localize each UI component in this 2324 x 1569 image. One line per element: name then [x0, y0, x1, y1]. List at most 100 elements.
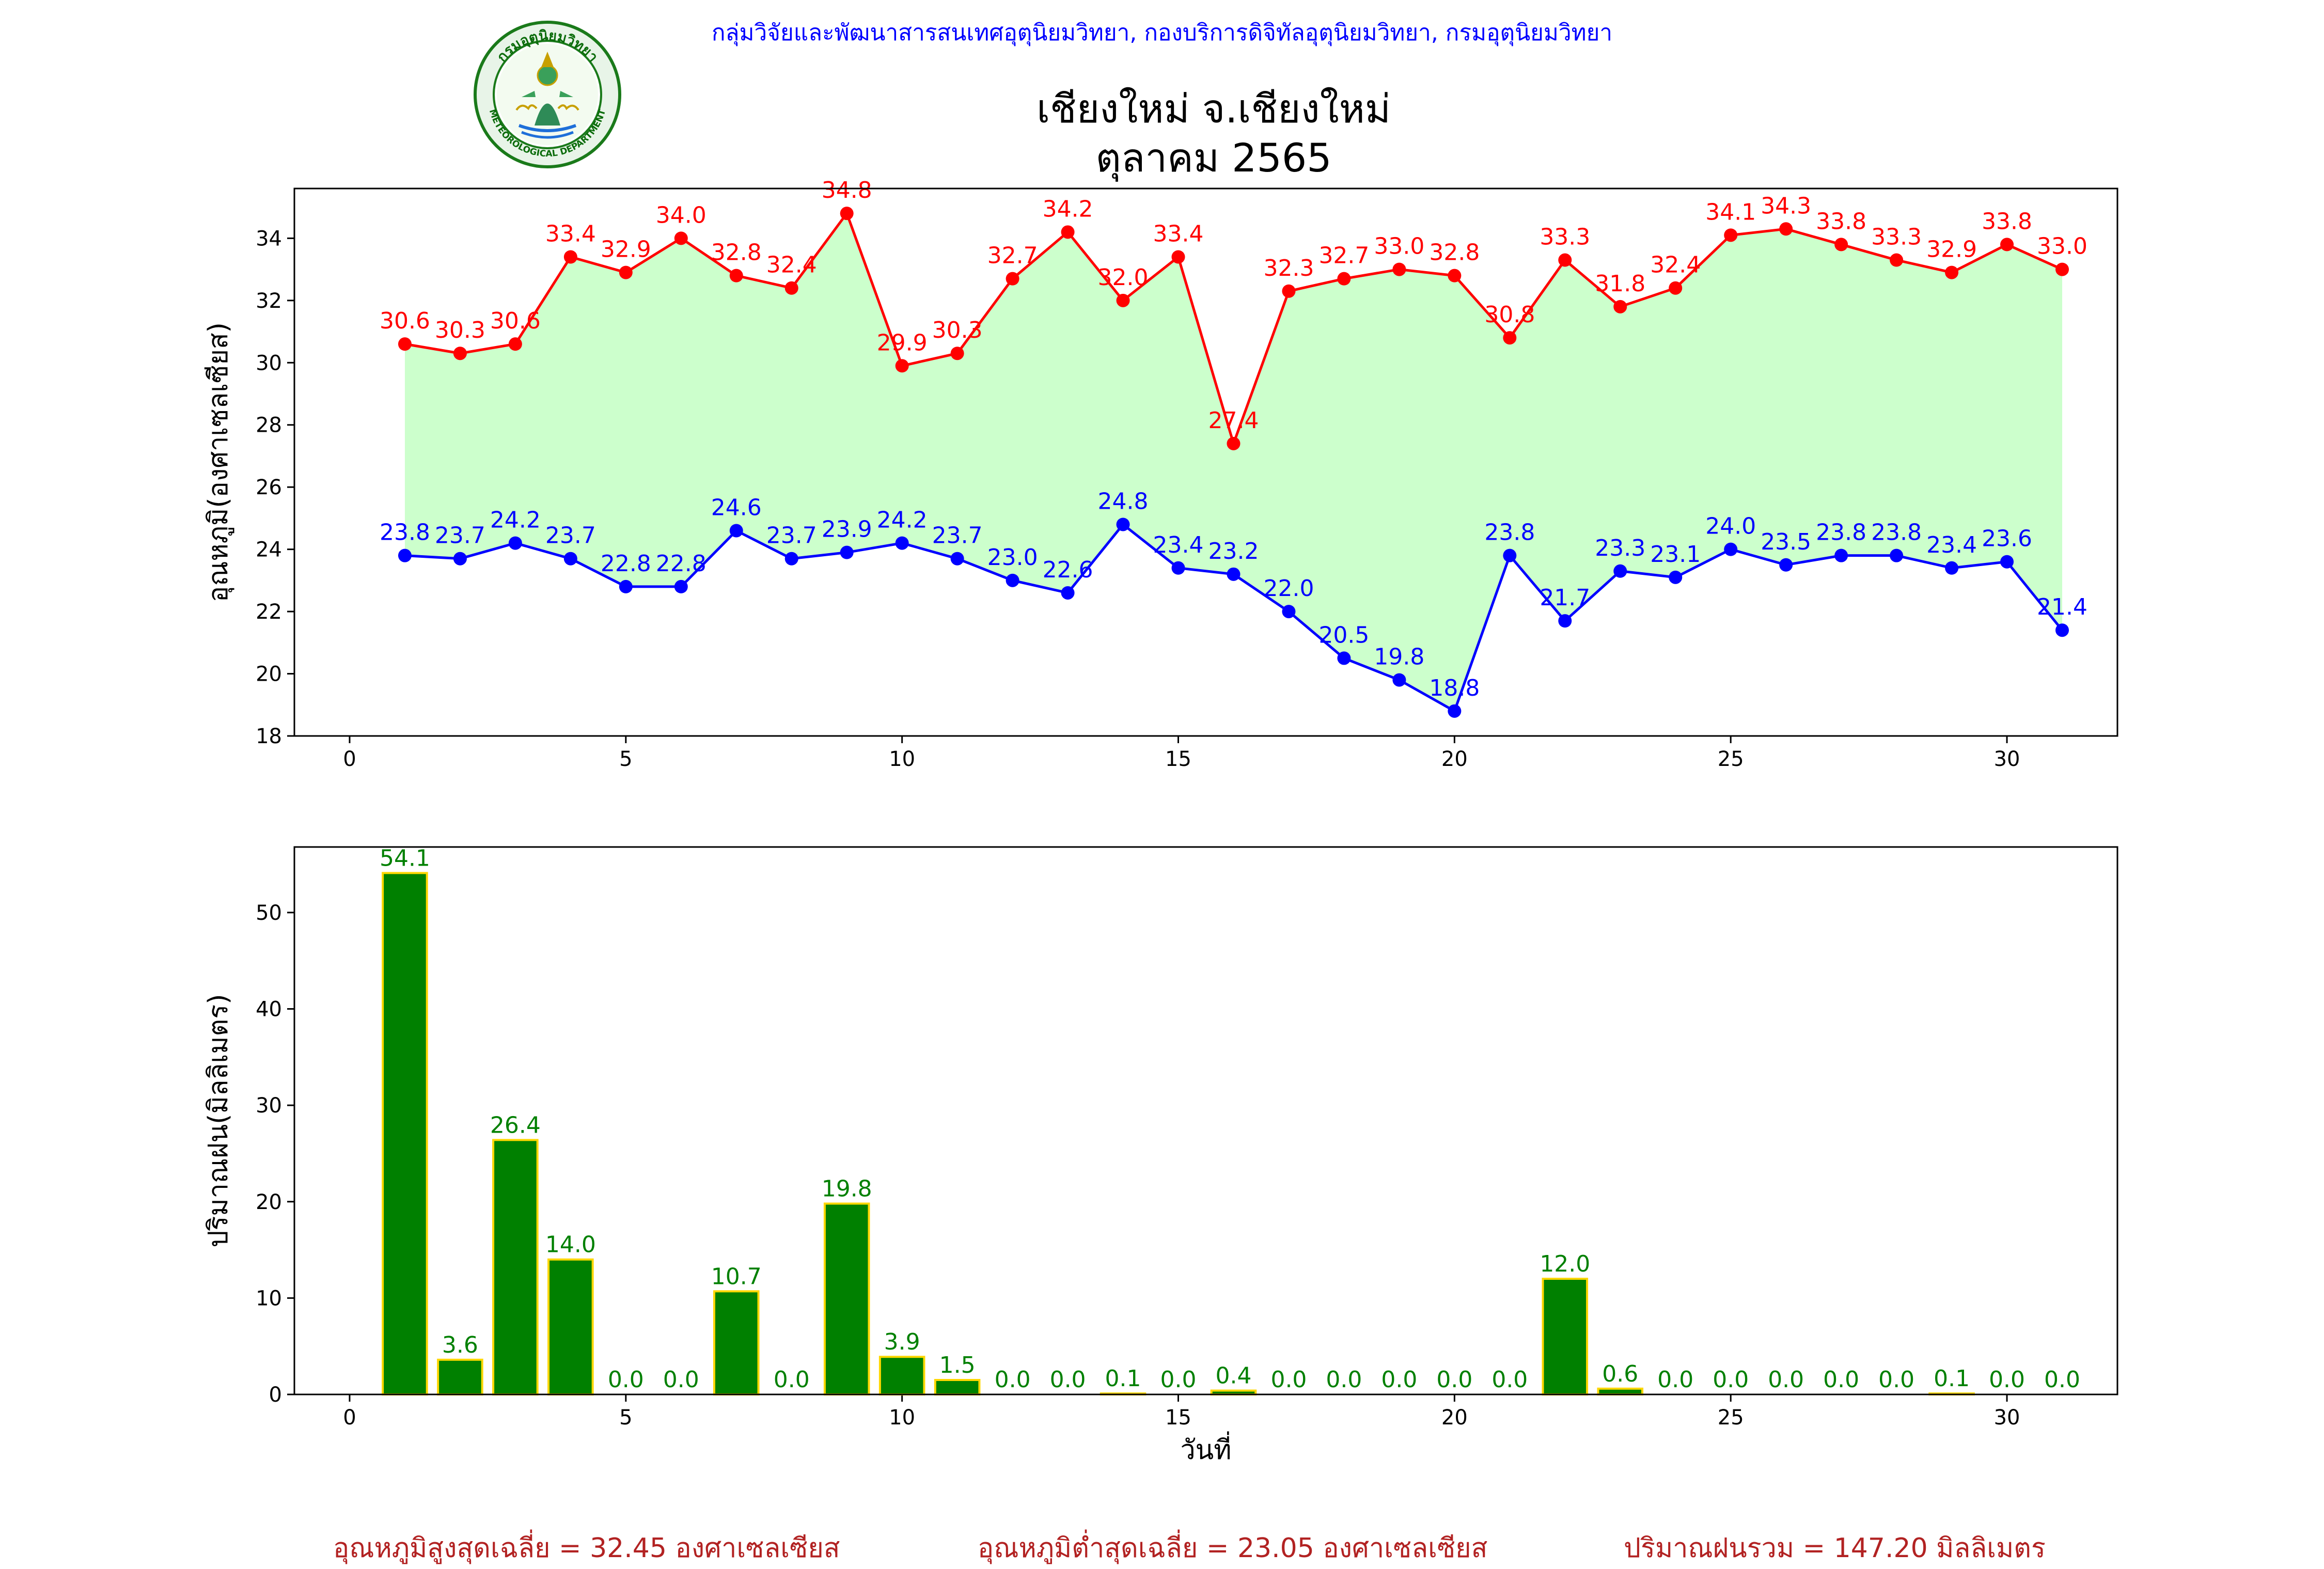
rain-bar: [823, 1202, 870, 1395]
temp-ytick-label: 24: [256, 538, 282, 562]
data-label-min: 23.7: [545, 523, 596, 549]
footer-total-rain: ปริมาณฝนรวม = 147.20 มิลลิเมตร: [1624, 1533, 2046, 1564]
data-label-max: 32.8: [1429, 240, 1480, 266]
rain-bar: [1542, 1278, 1589, 1396]
temp-xtick-label: 5: [619, 747, 632, 771]
data-point-max: [1669, 281, 1683, 295]
data-label-max: 30.6: [490, 308, 541, 334]
data-label-min: 18.8: [1429, 675, 1480, 701]
data-label-max: 32.7: [987, 243, 1038, 269]
rain-bar-label: 3.9: [884, 1329, 920, 1355]
data-point-max: [1392, 262, 1406, 276]
data-point-max: [1834, 238, 1848, 252]
data-label-min: 24.2: [490, 507, 541, 534]
data-label-min: 20.5: [1318, 622, 1369, 648]
data-point-min: [1337, 651, 1351, 665]
rain-bar-label: 0.0: [1989, 1367, 2025, 1393]
data-point-min: [840, 545, 854, 559]
data-point-min: [398, 548, 412, 562]
data-point-min: [674, 579, 688, 593]
data-label-min: 23.4: [1153, 532, 1204, 558]
rain-xtick-label: 25: [1718, 1406, 1744, 1430]
data-point-min: [784, 552, 798, 566]
rain-bar-label: 0.0: [1436, 1367, 1472, 1393]
data-label-min: 23.8: [1816, 520, 1866, 546]
data-label-max: 33.0: [2037, 233, 2087, 260]
data-point-max: [1006, 272, 1019, 286]
deity-emblem-icon: [515, 52, 579, 139]
data-point-max: [840, 207, 854, 221]
data-label-max: 33.4: [1153, 221, 1204, 247]
data-point-max: [1282, 284, 1296, 298]
rain-axes-frame: [293, 846, 2118, 1395]
rain-ylabel: ปริมาณฝน(มิลลิเมตร): [203, 994, 234, 1247]
meteorological-department-logo: กรมอุตุนิยมวิทยา METEOROLOGICAL DEPARTME…: [473, 20, 622, 169]
data-label-max: 32.4: [766, 252, 817, 278]
data-point-min: [563, 552, 577, 566]
temp-ylabel: อุณหภูมิ(องศาเซลเซียส): [203, 322, 234, 602]
data-point-min: [1282, 605, 1296, 619]
data-label-max: 32.3: [1263, 255, 1314, 281]
data-point-min: [1171, 561, 1185, 575]
data-label-max: 33.4: [545, 221, 596, 247]
temp-xtick-label: 15: [1165, 747, 1191, 771]
rain-ytick-label: 20: [256, 1190, 282, 1214]
rain-bar-label: 0.1: [1934, 1366, 1970, 1392]
data-point-min: [1613, 564, 1627, 578]
rain-bar-label: 54.1: [380, 845, 430, 871]
temp-range-fill: [404, 213, 2063, 711]
data-point-max: [1448, 269, 1462, 283]
temp-xtick-label: 30: [1994, 747, 2020, 771]
rain-bar-label: 0.0: [1491, 1367, 1528, 1393]
data-point-min: [1945, 561, 1959, 575]
rain-xtick-label: 10: [889, 1406, 915, 1430]
rain-bar-label: 0.0: [995, 1367, 1031, 1393]
temp-ytick-label: 18: [256, 725, 282, 748]
rain-bar: [547, 1258, 594, 1396]
data-point-max: [1779, 222, 1793, 236]
data-point-min: [1006, 573, 1019, 587]
data-label-max: 33.3: [1871, 224, 1922, 250]
data-point-min: [1890, 548, 1904, 562]
rain-bar: [492, 1139, 539, 1396]
rain-bar-label: 10.7: [711, 1263, 762, 1290]
data-point-min: [1503, 548, 1517, 562]
data-point-max: [1724, 228, 1738, 242]
data-label-max: 27.4: [1208, 407, 1259, 434]
data-point-max: [2000, 238, 2014, 252]
data-label-max: 33.8: [1982, 208, 2032, 234]
rain-xtick-label: 5: [619, 1406, 632, 1430]
data-point-min: [2055, 623, 2069, 637]
data-label-min: 24.0: [1705, 513, 1756, 540]
data-point-max: [1890, 253, 1904, 267]
data-label-max: 34.8: [822, 177, 872, 203]
data-label-min: 19.8: [1374, 644, 1424, 670]
rain-ytick-label: 40: [256, 998, 282, 1022]
footer-avg-max: อุณหภูมิสูงสุดเฉลี่ย = 32.45 องศาเซลเซีย…: [333, 1533, 840, 1564]
data-point-max: [1171, 250, 1185, 264]
data-label-min: 23.3: [1595, 535, 1645, 561]
temp-ytick-label: 26: [256, 476, 282, 499]
rain-bar-label: 14.0: [545, 1232, 596, 1258]
rain-bar-label: 0.0: [2044, 1367, 2080, 1393]
data-label-min: 21.4: [2037, 594, 2087, 620]
rain-ytick-label: 50: [256, 901, 282, 925]
data-point-min: [1392, 673, 1406, 687]
data-label-min: 23.6: [1982, 526, 2032, 552]
rain-xlabel: วันที่: [1180, 1431, 1231, 1466]
temp-xtick-label: 10: [889, 747, 915, 771]
data-point-max: [1337, 272, 1351, 286]
data-point-min: [1724, 542, 1738, 556]
data-label-min: 24.2: [877, 507, 928, 534]
rain-bar-label: 0.0: [1713, 1367, 1749, 1393]
data-point-max: [1503, 331, 1517, 345]
data-point-min: [1061, 586, 1075, 600]
data-label-max: 31.8: [1595, 271, 1645, 297]
data-label-max: 34.3: [1761, 193, 1811, 219]
data-point-min: [895, 536, 909, 550]
rain-bar-label: 0.0: [774, 1367, 810, 1393]
data-label-min: 24.6: [711, 495, 762, 521]
data-label-min: 23.1: [1650, 541, 1701, 568]
data-label-min: 23.5: [1761, 529, 1811, 555]
